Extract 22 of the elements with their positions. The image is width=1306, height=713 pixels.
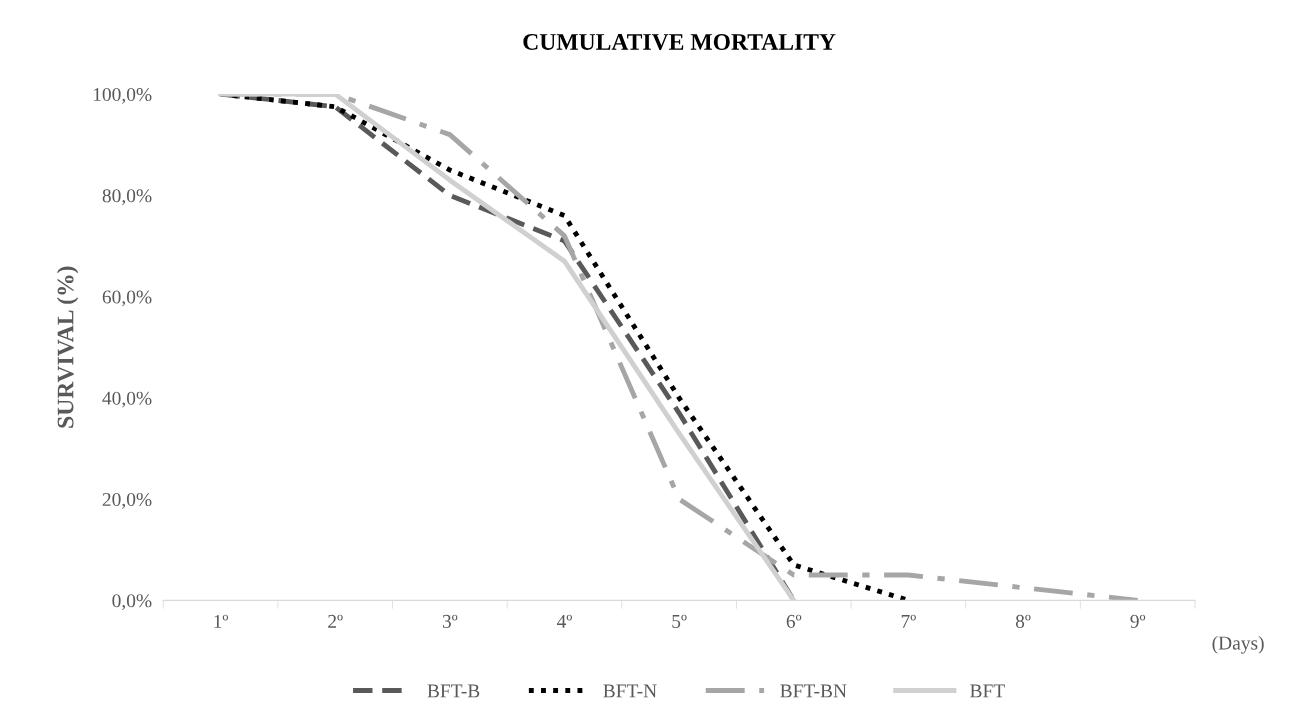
x-tick-label: 1º bbox=[214, 614, 229, 628]
x-tick-label: 5º bbox=[672, 614, 687, 628]
x-tick-label: 4º bbox=[556, 614, 573, 628]
x-axis-title: (Days) bbox=[1212, 635, 1264, 654]
x-tick-label: 2º bbox=[328, 614, 343, 628]
x-tick-label: 8º bbox=[1015, 614, 1031, 628]
legend-label: BFT-BN bbox=[780, 684, 847, 698]
y-tick-label: 80,0% bbox=[102, 189, 152, 206]
y-tick-label: 20,0% bbox=[102, 492, 152, 509]
y-tick-label: 100,0% bbox=[93, 87, 152, 104]
x-tick-label: 6º bbox=[786, 614, 802, 628]
x-tick-label: 9º bbox=[1130, 614, 1146, 628]
y-axis-title: SURVIVAL (%) bbox=[56, 266, 79, 428]
y-tick-label: 0,0% bbox=[112, 594, 152, 611]
y-tick-label: 60,0% bbox=[102, 290, 152, 307]
x-tick-label: 3º bbox=[442, 614, 458, 628]
x-tick-label: 7º bbox=[901, 614, 916, 628]
legend-label: BFT bbox=[970, 684, 1005, 698]
chart-title: CUMULATIVE MORTALITY bbox=[523, 34, 836, 51]
legend-label: BFT-N bbox=[603, 684, 657, 698]
y-tick-label: 40,0% bbox=[102, 391, 152, 408]
legend-label: BFT-B bbox=[427, 684, 480, 698]
